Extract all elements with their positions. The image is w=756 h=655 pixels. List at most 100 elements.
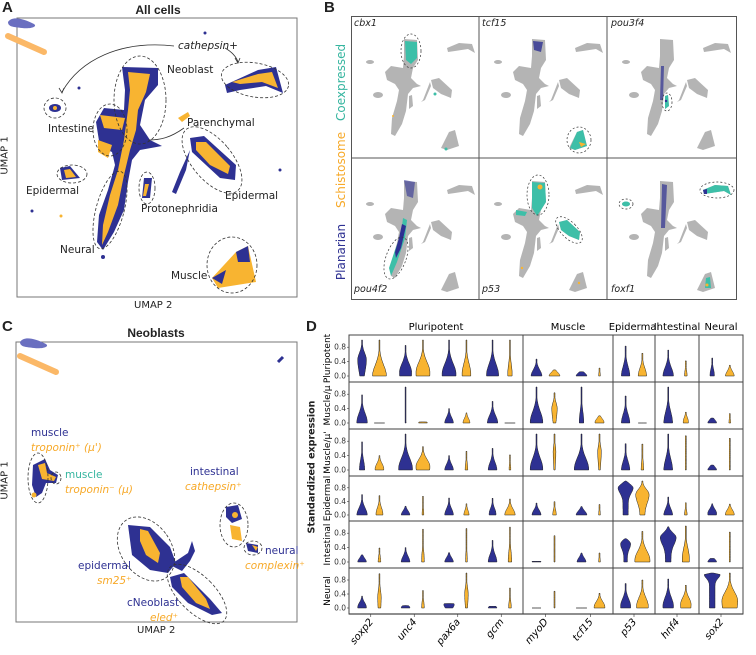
row-label: Muscle/μ' bbox=[323, 431, 333, 473]
group-header-neural: Neural bbox=[705, 322, 738, 333]
label-c-troponin-plus: troponin⁺ (μ') bbox=[31, 442, 102, 454]
violin-schistosome-myoD bbox=[552, 433, 557, 471]
label-neural: Neural bbox=[60, 244, 95, 256]
violin-planarian-gcm bbox=[487, 540, 498, 563]
violin-planarian-unc4 bbox=[400, 505, 411, 516]
umap-pou3f4 bbox=[622, 39, 731, 150]
violin-planarian-soxp2 bbox=[357, 554, 367, 563]
panel-letter-d: D bbox=[306, 318, 317, 335]
y-tick-label: 0.4 bbox=[334, 357, 346, 366]
violin-schistosome-gcm bbox=[507, 526, 512, 563]
violin-planarian-soxp2 bbox=[356, 394, 368, 424]
violin-planarian-soxp2 bbox=[357, 339, 367, 377]
violin-planarian-soxp2 bbox=[359, 441, 365, 471]
violin-planarian-p53 bbox=[621, 395, 631, 424]
gene-label-soxp2: soxp2 bbox=[348, 617, 376, 647]
violin-schistosome-unc4 bbox=[421, 528, 425, 563]
label-c-epidermal: epidermal bbox=[78, 560, 131, 572]
violin-planarian-hnf4 bbox=[660, 526, 677, 563]
y-tick-label: 0.8 bbox=[334, 390, 346, 399]
gene-label-myoD: myoD bbox=[523, 617, 551, 647]
violin-schistosome-p53 bbox=[636, 579, 649, 609]
violin-planarian-tcf15 bbox=[579, 386, 584, 424]
group-header-pluripotent: Pluripotent bbox=[409, 322, 464, 333]
y-tick-label: 0.4 bbox=[334, 451, 346, 460]
gene-label-p53: p53 bbox=[618, 617, 639, 639]
violin-schistosome-pax6a bbox=[464, 451, 469, 471]
violin-planarian-pax6a bbox=[441, 339, 457, 377]
umap-neoblasts bbox=[15, 315, 298, 625]
violin-schistosome-sox2 bbox=[729, 531, 731, 563]
violin-schistosome-tcf15 bbox=[594, 415, 605, 424]
panel-letter-b: B bbox=[324, 0, 335, 16]
y-tick-label: 0.0 bbox=[334, 558, 346, 567]
label-c-neural: neural bbox=[265, 545, 299, 557]
gene-label-pou4f2: pou4f2 bbox=[354, 284, 388, 295]
violin-planarian-soxp2 bbox=[356, 494, 368, 516]
violin-planarian-unc4 bbox=[400, 547, 411, 563]
violin-schistosome-soxp2 bbox=[377, 547, 382, 563]
gene-label-pax6a: pax6a bbox=[434, 617, 463, 649]
violin-planarian-unc4 bbox=[398, 433, 413, 471]
label-protonephridia: Protonephridia bbox=[141, 203, 218, 215]
label-epidermal-left: Epidermal bbox=[26, 185, 80, 197]
violin-planarian-sox2 bbox=[707, 417, 717, 424]
y-tick-label: 0.4 bbox=[334, 404, 346, 413]
violin-schistosome-sox2 bbox=[728, 413, 731, 424]
gene-label-tcf15: tcf15 bbox=[571, 617, 596, 644]
row-label: Muscle/μ bbox=[323, 385, 333, 425]
panel-a-title: All cells bbox=[135, 3, 181, 17]
violin-schistosome-p53 bbox=[637, 353, 647, 377]
row-label: Intestinal bbox=[323, 524, 333, 566]
y-tick-label: 0.8 bbox=[334, 576, 346, 585]
y-tick-label: 0.0 bbox=[334, 604, 346, 613]
violin-schistosome-unc4 bbox=[418, 421, 428, 424]
y-tick-label: 0.4 bbox=[334, 543, 346, 552]
y-tick-label: 0.4 bbox=[334, 497, 346, 506]
violin-planarian-gcm bbox=[487, 401, 499, 424]
label-c-eled: eled⁺ bbox=[150, 612, 179, 624]
gene-label-pou3f4: pou3f4 bbox=[611, 18, 645, 29]
panel-letter-c: C bbox=[2, 318, 13, 335]
umap-foxf1 bbox=[618, 181, 735, 292]
violin-schistosome-p53 bbox=[635, 480, 650, 516]
violin-planarian-sox2 bbox=[709, 357, 715, 377]
violin-planarian-p53 bbox=[620, 583, 631, 609]
violin-schistosome-sox2 bbox=[729, 438, 731, 471]
y-tick-label: 0.8 bbox=[334, 483, 346, 492]
violin-planarian-hnf4 bbox=[662, 349, 674, 377]
violin-planarian-pax6a bbox=[444, 455, 454, 471]
y-tick-label: 0.8 bbox=[334, 437, 346, 446]
label-intestine: Intestine bbox=[48, 123, 94, 135]
violin-schistosome-myoD bbox=[553, 535, 556, 563]
violin-schistosome-soxp2 bbox=[377, 573, 382, 609]
violin-schistosome-myoD bbox=[551, 392, 558, 424]
violin-planarian-unc4 bbox=[404, 386, 407, 424]
violin-schistosome-p53 bbox=[634, 531, 651, 563]
annotation-cathepsin: cathepsin+ bbox=[178, 40, 238, 52]
violin-planarian-pax6a bbox=[443, 603, 455, 609]
row-label: Epidermal bbox=[323, 476, 333, 521]
violin-schistosome-pax6a bbox=[464, 572, 469, 609]
label-c-troponin-minus: troponin⁻ (μ) bbox=[65, 484, 133, 496]
violin-planarian-gcm bbox=[487, 606, 498, 609]
umap-all-cells bbox=[0, 0, 298, 298]
y-tick-label: 0.8 bbox=[334, 343, 346, 352]
label-epidermal-right: Epidermal bbox=[225, 190, 279, 202]
violin-schistosome-hnf4 bbox=[682, 525, 690, 563]
gene-label-foxf1: foxf1 bbox=[611, 284, 636, 295]
violin-schistosome-myoD bbox=[553, 590, 556, 609]
gene-label-gcm: gcm bbox=[484, 617, 506, 641]
violin-planarian-tcf15 bbox=[575, 506, 588, 516]
violin-schistosome-tcf15 bbox=[598, 367, 601, 377]
violin-schistosome-hnf4 bbox=[684, 502, 688, 516]
umap-pou4f2 bbox=[366, 180, 475, 292]
y-tick-label: 0.0 bbox=[334, 466, 346, 475]
gene-label-hnf4: hnf4 bbox=[659, 617, 682, 641]
violin-planarian-gcm bbox=[486, 339, 499, 377]
violin-planarian-sox2 bbox=[707, 558, 717, 563]
violin-schistosome-hnf4 bbox=[682, 411, 689, 424]
violin-schistosome-myoD bbox=[552, 501, 557, 516]
violin-schistosome-unc4 bbox=[421, 496, 425, 516]
